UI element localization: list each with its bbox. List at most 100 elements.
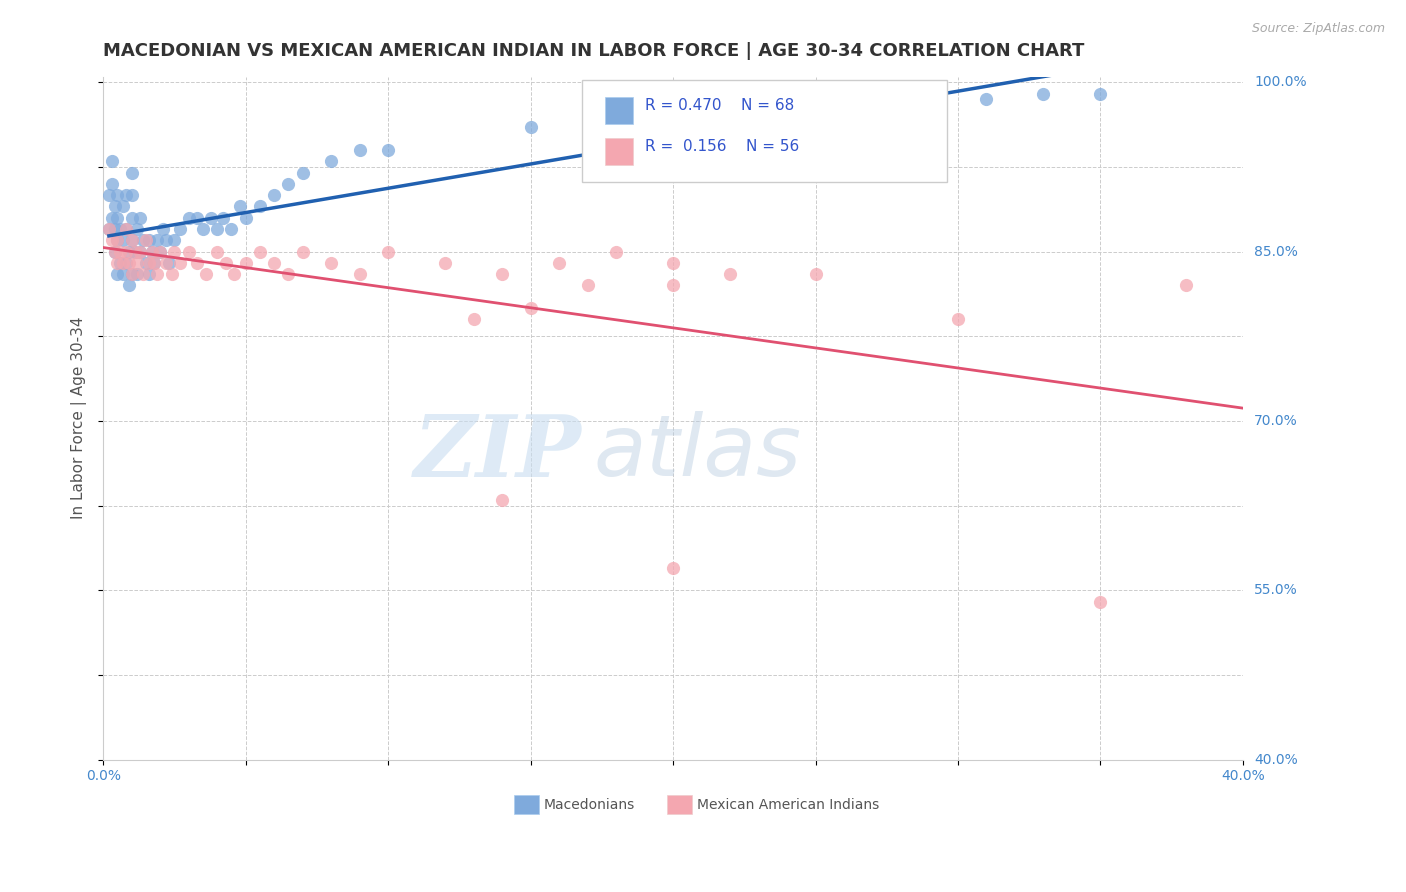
Point: [321, 154, 343, 169]
Point: [463, 312, 485, 326]
Point: [163, 244, 186, 259]
Point: [118, 278, 141, 293]
Point: [152, 222, 174, 236]
Point: [291, 244, 314, 259]
Point: [160, 267, 183, 281]
FancyBboxPatch shape: [513, 795, 538, 814]
Point: [1090, 594, 1112, 608]
Point: [121, 211, 143, 225]
Point: [112, 267, 135, 281]
Point: [149, 244, 172, 259]
Point: [1032, 87, 1054, 101]
Text: 100.0%: 100.0%: [1254, 75, 1306, 89]
Point: [121, 188, 143, 202]
Point: [115, 256, 138, 270]
Point: [349, 143, 371, 157]
Point: [605, 244, 627, 259]
Point: [155, 256, 177, 270]
Point: [1090, 87, 1112, 101]
Point: [124, 244, 146, 259]
Point: [118, 244, 141, 259]
Point: [155, 233, 177, 247]
Point: [194, 267, 217, 281]
Point: [205, 244, 228, 259]
Point: [138, 233, 160, 247]
Point: [263, 188, 285, 202]
Point: [112, 233, 135, 247]
Point: [205, 222, 228, 236]
Point: [976, 92, 998, 106]
Text: atlas: atlas: [593, 410, 801, 494]
Point: [249, 199, 271, 213]
Point: [519, 120, 541, 135]
Point: [121, 165, 143, 179]
Point: [100, 211, 122, 225]
Point: [124, 244, 146, 259]
Point: [149, 244, 172, 259]
Text: Mexican American Indians: Mexican American Indians: [697, 797, 879, 812]
Point: [97, 222, 120, 236]
Point: [110, 244, 132, 259]
Point: [146, 233, 169, 247]
Point: [177, 211, 200, 225]
Point: [215, 256, 238, 270]
Point: [97, 222, 120, 236]
Point: [115, 222, 138, 236]
Point: [138, 267, 160, 281]
Text: R = 0.470    N = 68: R = 0.470 N = 68: [644, 98, 794, 113]
Point: [804, 267, 827, 281]
Point: [141, 244, 163, 259]
Text: MACEDONIAN VS MEXICAN AMERICAN INDIAN IN LABOR FORCE | AGE 30-34 CORRELATION CHA: MACEDONIAN VS MEXICAN AMERICAN INDIAN IN…: [103, 42, 1084, 60]
Point: [491, 492, 513, 507]
Point: [138, 256, 160, 270]
Point: [186, 211, 208, 225]
Point: [249, 244, 271, 259]
Point: [107, 233, 129, 247]
Text: 85.0%: 85.0%: [1254, 244, 1298, 259]
Text: 40.0%: 40.0%: [1254, 753, 1298, 766]
Point: [107, 267, 129, 281]
Point: [143, 256, 166, 270]
FancyBboxPatch shape: [605, 97, 633, 124]
Point: [291, 165, 314, 179]
Point: [804, 103, 827, 118]
Point: [186, 256, 208, 270]
Point: [157, 256, 180, 270]
Point: [377, 143, 399, 157]
Point: [135, 233, 157, 247]
Point: [169, 256, 191, 270]
Point: [212, 211, 235, 225]
Point: [115, 188, 138, 202]
Point: [121, 267, 143, 281]
Point: [127, 222, 149, 236]
Point: [104, 244, 127, 259]
Point: [224, 267, 246, 281]
Point: [132, 233, 155, 247]
Text: ZIP: ZIP: [413, 410, 582, 494]
Point: [104, 222, 127, 236]
Point: [277, 177, 299, 191]
Point: [221, 222, 243, 236]
Point: [263, 256, 285, 270]
Text: Macedonians: Macedonians: [543, 797, 634, 812]
Point: [235, 211, 257, 225]
Point: [576, 278, 599, 293]
Y-axis label: In Labor Force | Age 30-34: In Labor Force | Age 30-34: [72, 317, 87, 519]
Point: [110, 256, 132, 270]
Point: [115, 244, 138, 259]
Point: [121, 233, 143, 247]
Point: [163, 233, 186, 247]
Point: [129, 211, 152, 225]
Text: 55.0%: 55.0%: [1254, 583, 1298, 598]
Point: [104, 199, 127, 213]
Point: [135, 256, 157, 270]
Point: [132, 267, 155, 281]
Point: [662, 560, 685, 574]
Point: [121, 267, 143, 281]
Point: [112, 256, 135, 270]
Point: [662, 256, 685, 270]
Point: [349, 267, 371, 281]
Point: [434, 256, 457, 270]
Point: [718, 267, 741, 281]
Text: R =  0.156    N = 56: R = 0.156 N = 56: [644, 139, 799, 154]
